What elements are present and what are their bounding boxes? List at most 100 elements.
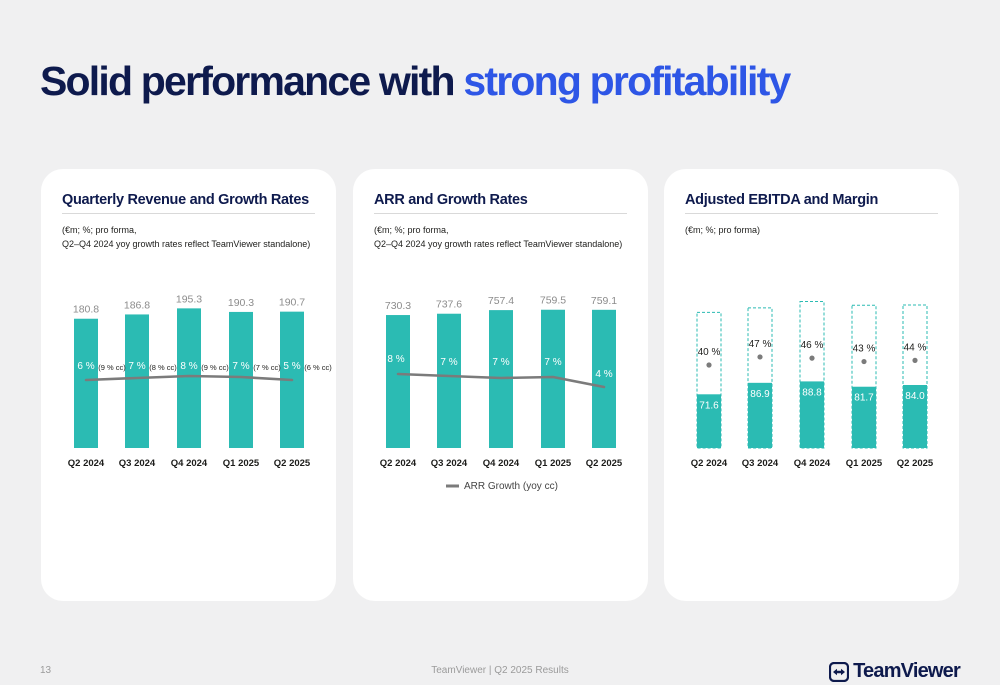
revenue-card: Quarterly Revenue and Growth Rates (€m; … [41, 169, 336, 601]
cc-growth-label: (7 % cc) [253, 363, 281, 372]
logo: TeamViewer [829, 660, 961, 683]
x-tick-label: Q1 2025 [535, 458, 572, 469]
bar [748, 382, 772, 448]
card-subtitle-line: Q2–Q4 2024 yoy growth rates reflect Team… [374, 239, 623, 249]
bar [437, 313, 461, 448]
cc-growth-label: (9 % cc) [98, 363, 126, 372]
value-label: 86.9 [750, 389, 770, 400]
growth-label: 4 % [595, 369, 612, 380]
x-tick-label: Q2 2025 [586, 458, 623, 469]
margin-point [809, 355, 815, 361]
card-subtitle: (€m; %; pro forma) [685, 223, 760, 237]
card-title: Quarterly Revenue and Growth Rates [62, 192, 309, 208]
growth-label: 5 % [283, 361, 300, 372]
value-label: 71.6 [699, 400, 719, 411]
x-tick-label: Q2 2024 [691, 458, 728, 469]
page-title: Solid performance with strong profitabil… [40, 58, 791, 105]
margin-label: 44 % [904, 342, 927, 353]
value-label: 759.5 [540, 295, 566, 307]
margin-label: 47 % [749, 339, 772, 350]
logo-text: TeamViewer [853, 660, 961, 682]
revenue-outline-bar [902, 304, 928, 449]
margin-label: 46 % [801, 340, 824, 351]
teamviewer-logo-icon [829, 661, 850, 682]
growth-label: 6 % [77, 361, 94, 372]
margin-label: 40 % [698, 347, 721, 358]
value-label: 190.7 [279, 297, 305, 309]
x-tick-label: Q4 2024 [171, 458, 208, 469]
page-title-main: Solid performance with [40, 58, 456, 104]
bar [74, 318, 98, 448]
value-label: 757.4 [488, 295, 514, 307]
x-tick-label: Q3 2024 [742, 458, 779, 469]
x-tick-label: Q4 2024 [483, 458, 520, 469]
margin-point [706, 362, 712, 368]
page-title-accent: strong profitability [463, 58, 791, 104]
ebitda-card: Adjusted EBITDA and Margin (€m; %; pro f… [664, 169, 959, 601]
value-label: 186.8 [124, 299, 150, 311]
x-tick-label: Q2 2024 [380, 458, 417, 469]
margin-point [912, 357, 918, 363]
card-subtitle-line: (€m; %; pro forma) [685, 225, 761, 235]
bar [697, 394, 721, 448]
card-title: ARR and Growth Rates [374, 192, 528, 208]
bar [386, 315, 410, 448]
legend-label: ARR Growth (yoy cc) [464, 481, 558, 492]
margin-point [861, 358, 867, 365]
page-number: 13 [40, 665, 52, 676]
value-label: 180.8 [73, 304, 99, 316]
growth-label: 7 % [440, 357, 457, 368]
bar [592, 309, 616, 448]
growth-label: 7 % [544, 357, 561, 368]
arr-chart: 730.3 737.6 757.4 759.5 759.1 8 % 7 % 7 % 7 % 4 %… [380, 295, 623, 492]
footer-text: TeamViewer | Q2 2025 Results [431, 665, 569, 676]
cc-growth-label: (6 % cc) [304, 363, 332, 372]
bar [903, 385, 927, 448]
growth-line [396, 372, 606, 389]
arr-card: ARR and Growth Rates (€m; %; pro forma, … [353, 169, 648, 601]
ebitda-chart: 71.6 40 % 86.9 47 % 88.8 46 % 81.7 43 % 84.0 44 %… [691, 301, 934, 469]
value-label: 81.7 [854, 393, 874, 404]
value-label: 737.6 [436, 299, 462, 311]
growth-line [84, 374, 294, 382]
card-divider [374, 213, 627, 214]
card-divider [685, 213, 938, 214]
growth-label: 7 % [232, 361, 249, 372]
x-tick-label: Q1 2025 [846, 458, 883, 469]
card-subtitle: (€m; %; pro forma, Q2–Q4 2024 yoy growth… [62, 223, 310, 251]
card-subtitle-line: (€m; %; pro forma, [62, 225, 137, 235]
cc-growth-label: (9 % cc) [201, 363, 229, 372]
x-tick-label: Q1 2025 [223, 458, 260, 469]
x-tick-label: Q2 2024 [68, 458, 105, 469]
card-subtitle-line: (€m; %; pro forma, [374, 225, 449, 235]
bar [229, 311, 253, 448]
growth-label: 8 % [180, 361, 197, 372]
value-label: 195.3 [176, 293, 202, 305]
growth-label: 7 % [492, 357, 509, 368]
value-label: 730.3 [385, 300, 411, 312]
revenue-outline-bar [851, 304, 877, 449]
value-label: 759.1 [591, 295, 617, 307]
value-label: 88.8 [802, 387, 822, 398]
bar [800, 381, 824, 448]
x-tick-label: Q3 2024 [119, 458, 156, 469]
card-divider [62, 213, 315, 214]
bar [177, 308, 201, 448]
cc-growth-label: (8 % cc) [149, 363, 177, 372]
x-tick-label: Q2 2025 [897, 458, 934, 469]
value-label: 84.0 [905, 391, 925, 402]
x-tick-label: Q3 2024 [431, 458, 468, 469]
card-title: Adjusted EBITDA and Margin [685, 192, 879, 208]
bar [852, 386, 876, 448]
value-label: 190.3 [228, 297, 254, 309]
x-tick-label: Q2 2025 [274, 458, 311, 469]
growth-label: 7 % [128, 361, 145, 372]
growth-label: 8 % [387, 354, 404, 365]
margin-label: 43 % [853, 344, 876, 355]
card-subtitle: (€m; %; pro forma, Q2–Q4 2024 yoy growth… [374, 223, 622, 251]
card-subtitle-line: Q2–Q4 2024 yoy growth rates reflect Team… [62, 239, 311, 249]
margin-point [757, 354, 763, 360]
x-tick-label: Q4 2024 [794, 458, 831, 469]
bar [125, 314, 149, 448]
